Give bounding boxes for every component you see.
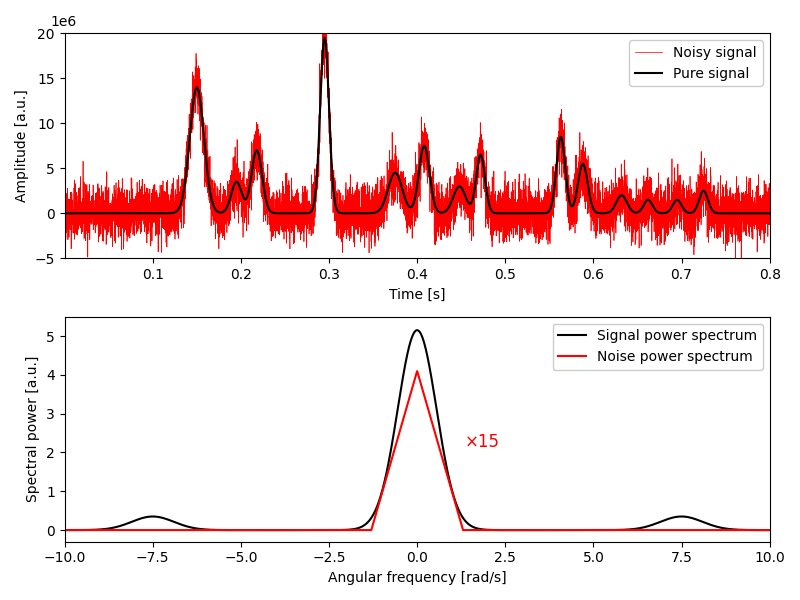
Legend: Signal power spectrum, Noise power spectrum: Signal power spectrum, Noise power spect… (553, 323, 762, 370)
Signal power spectrum (572, 526, 582, 533)
Line: Pure signal: Pure signal (65, 38, 770, 213)
Pure signal (620, 195, 630, 202)
X-axis label: Time [s]: Time [s] (389, 287, 446, 302)
X-axis label: Angular frequency [rad/s]: Angular frequency [rad/s] (328, 571, 506, 585)
Noise power spectrum (572, 526, 582, 533)
Pure signal (477, 154, 486, 161)
Y-axis label: Amplitude [a.u.]: Amplitude [a.u.] (15, 89, 29, 202)
Pure signal (60, 209, 70, 217)
Signal power spectrum (412, 326, 422, 334)
Text: ×15: ×15 (465, 433, 500, 451)
Noise power spectrum (60, 526, 70, 533)
Legend: Noisy signal, Pure signal: Noisy signal, Pure signal (629, 40, 762, 86)
Noisy signal (315, 139, 325, 146)
Signal power spectrum (395, 392, 405, 400)
Signal power spectrum (765, 526, 774, 533)
Noise power spectrum (412, 368, 422, 375)
Line: Noise power spectrum: Noise power spectrum (65, 371, 770, 530)
Pure signal (315, 111, 325, 118)
Noisy signal (765, 182, 774, 189)
Noise power spectrum (743, 526, 753, 533)
Noise power spectrum (394, 428, 404, 436)
Line: Signal power spectrum: Signal power spectrum (65, 330, 770, 530)
Text: 1e6: 1e6 (50, 14, 77, 29)
Noisy signal (477, 149, 486, 157)
Noisy signal (730, 260, 740, 267)
Signal power spectrum (60, 526, 70, 533)
Pure signal (320, 34, 330, 41)
Pure signal (765, 209, 774, 217)
Noisy signal (582, 188, 592, 196)
Signal power spectrum (282, 526, 291, 533)
Noise power spectrum (356, 526, 366, 533)
Noisy signal (320, 11, 330, 19)
Signal power spectrum (356, 523, 366, 530)
Noise power spectrum (708, 526, 718, 533)
Noise power spectrum (362, 526, 371, 533)
Line: Noisy signal: Noisy signal (65, 15, 770, 263)
Noisy signal (95, 209, 105, 217)
Pure signal (508, 209, 518, 217)
Noisy signal (508, 224, 518, 232)
Noisy signal (620, 222, 630, 229)
Signal power spectrum (743, 526, 753, 533)
Pure signal (582, 178, 592, 185)
Signal power spectrum (709, 522, 718, 529)
Y-axis label: Spectral power [a.u.]: Spectral power [a.u.] (26, 356, 41, 502)
Noise power spectrum (765, 526, 774, 533)
Pure signal (95, 209, 105, 217)
Noisy signal (60, 203, 70, 210)
Signal power spectrum (362, 520, 371, 527)
